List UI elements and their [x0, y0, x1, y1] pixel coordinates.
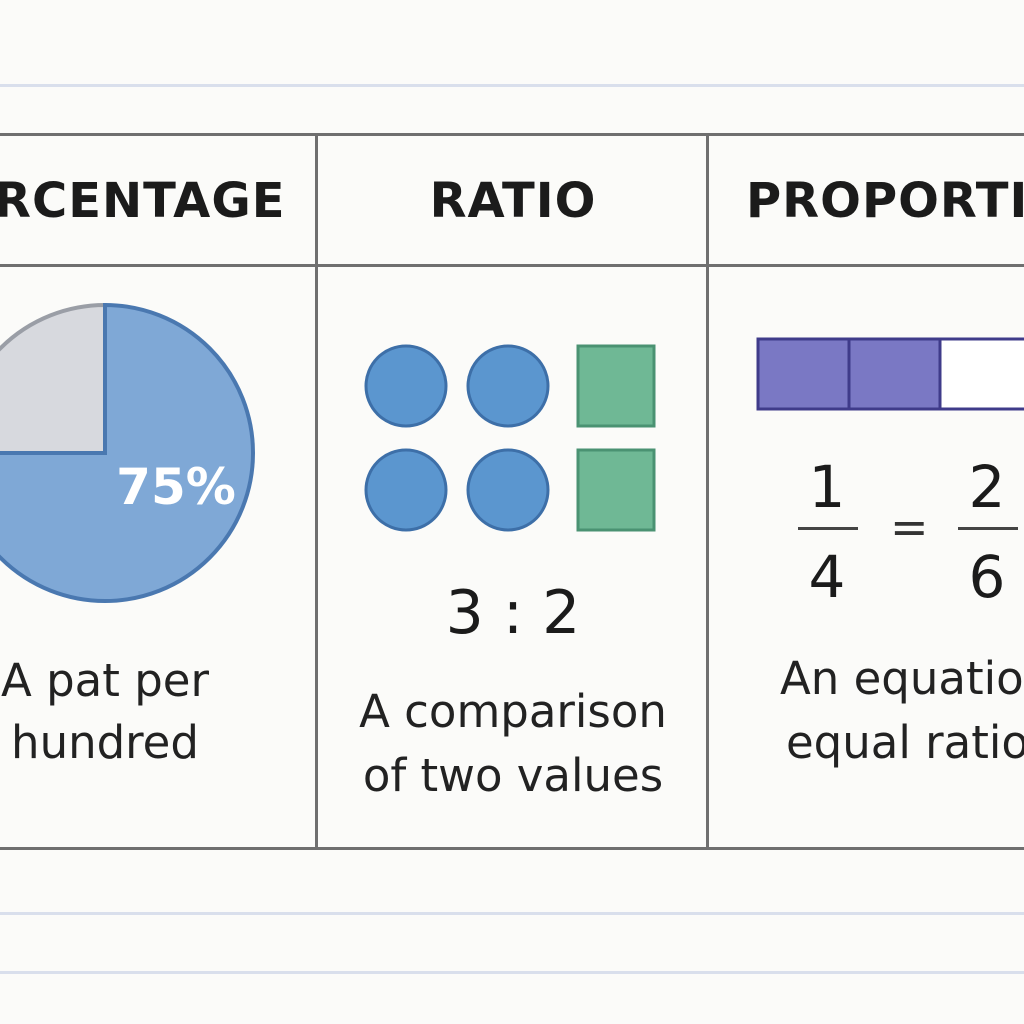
table-top-border [0, 133, 1024, 136]
pie-filled-slice [0, 302, 255, 603]
ratio-shapes [364, 344, 656, 532]
ratio-square [576, 448, 656, 532]
percentage-description-line-2: hundred [11, 716, 199, 769]
left-fraction-numerator: 1 [808, 453, 846, 521]
right-fraction-numerator: 2 [968, 453, 1006, 521]
column-divider-2 [706, 134, 709, 850]
paper-rule-top [0, 84, 1024, 87]
pie-empty-slice [0, 302, 107, 455]
ratio-circle [466, 344, 550, 428]
percentage-header: RCENTAGE [0, 173, 286, 229]
ratio-circle [466, 448, 550, 532]
bar-filled-segment [756, 337, 851, 411]
proportion-description-line-2: equal ratio [786, 716, 1024, 769]
bar-empty-segment [938, 337, 1024, 411]
bar-filled-segment [847, 337, 942, 411]
ratio-description-line-2: of two values [362, 749, 664, 802]
equals-sign: = [890, 500, 929, 554]
paper-rule-bottom-1 [0, 912, 1024, 915]
ratio-value-label: 3 : 2 [445, 578, 581, 648]
right-fraction-bar [958, 527, 1018, 530]
paper-rule-bottom-2 [0, 971, 1024, 974]
table-bottom-border [0, 847, 1024, 850]
right-fraction-denominator: 6 [968, 543, 1006, 611]
left-fraction-bar [798, 527, 858, 530]
left-fraction-denominator: 4 [808, 543, 846, 611]
proportion-header: PROPORTIO [746, 173, 1024, 229]
ratio-description-line-1: A comparison [359, 685, 667, 738]
ratio-header: RATIO [429, 173, 597, 229]
ratio-circle [364, 344, 448, 428]
pie-percent-label: 75% [116, 458, 236, 516]
ratio-square [576, 344, 656, 428]
header-divider [0, 264, 1024, 267]
proportion-description-line-1: An equatio [780, 652, 1024, 705]
percentage-description-line-1: A pat per [1, 654, 209, 707]
column-divider-1 [315, 134, 318, 850]
percentage-pie-chart: 75% [0, 302, 255, 603]
ratio-circle [364, 448, 448, 532]
proportion-bar [756, 337, 1024, 411]
